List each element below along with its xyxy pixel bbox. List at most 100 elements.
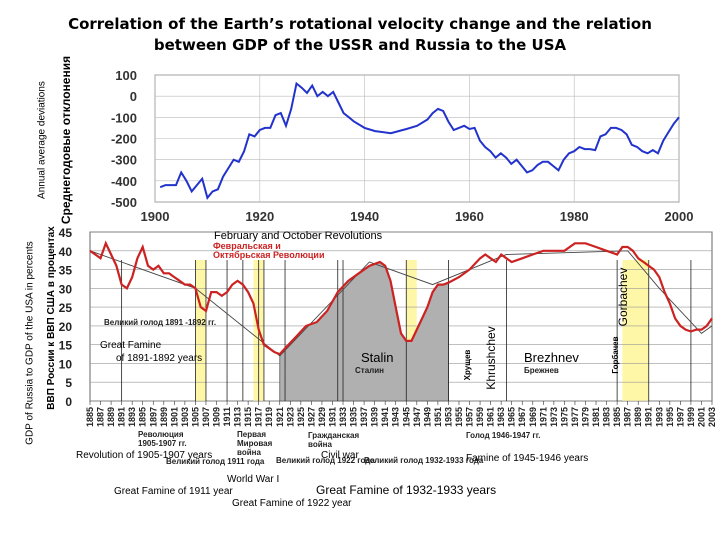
gdp-ytick-label: 10 — [59, 357, 73, 371]
chart-title: Correlation of the Earth’s rotational ve… — [0, 14, 720, 56]
gdp-xtick-label: 1911 — [222, 407, 232, 427]
gdp-xtick-label: 1897 — [148, 407, 158, 427]
rotation-xtick-label: 1960 — [455, 209, 484, 224]
annotation-ww1: World War I — [227, 474, 280, 485]
gdp-xtick-label: 1985 — [612, 407, 622, 427]
gdp-xtick-label: 1901 — [169, 407, 179, 427]
gdp-ytick-label: 5 — [65, 376, 72, 390]
gdp-series-line — [89, 240, 713, 356]
rotation-xtick-label: 2000 — [665, 209, 694, 224]
gdp-xtick-label: 1983 — [602, 407, 612, 427]
annotation-feb-oct: February and October Revolutions — [214, 230, 383, 242]
gdp-xtick-label: 1947 — [412, 407, 422, 427]
annotation-famine-1911: Great Famine of 1911 year — [114, 486, 233, 497]
gdp-ytick-label: 25 — [59, 301, 73, 315]
annotation-famine-1946: Famine of 1945-1946 years — [466, 453, 589, 464]
gdp-xtick-label: 1899 — [159, 407, 169, 427]
gdp-xtick-label: 1979 — [580, 407, 590, 427]
annotation-famine-1891-b: of 1891-1892 years — [116, 353, 203, 364]
rotation-xtick-label: 1980 — [560, 209, 589, 224]
gdp-xtick-label: 1935 — [349, 407, 359, 427]
gdp-xtick-label: 1923 — [285, 407, 295, 427]
gdp-xtick-label: 1889 — [106, 407, 116, 427]
gdp-xtick-label: 1919 — [264, 407, 274, 427]
gdp-xtick-label: 1957 — [465, 407, 475, 427]
rotation-ytick-label: -400 — [111, 174, 137, 189]
gdp-xtick-label: 1891 — [117, 407, 127, 427]
gdp-xtick-label: 1971 — [538, 407, 548, 427]
annotation-gorbachev-ru: Горбачев — [611, 336, 620, 373]
annotation-rev-1905-ru2: 1905-1907 гг. — [138, 439, 187, 448]
annotation-famine-1932: Great Famine of 1932-1933 years — [316, 483, 497, 497]
gdp-xtick-label: 1977 — [570, 407, 580, 427]
gdp-xtick-label: 1921 — [275, 407, 285, 427]
gdp-xtick-label: 1937 — [359, 407, 369, 427]
gdp-ylabel-ru: ВВП России к ВВП США в процентах — [46, 226, 57, 410]
gdp-xtick-label: 1969 — [528, 407, 538, 427]
annotation-famine-1922: Great Famine of 1922 year — [232, 498, 352, 509]
gdp-xtick-label: 1929 — [317, 407, 327, 427]
rotation-ytick-label: -200 — [111, 132, 137, 147]
annotation-civil-war: Civil war — [321, 450, 359, 461]
annotation-rev-1905-ru1: Революция — [138, 430, 184, 439]
rotation-xtick-label: 1940 — [350, 209, 379, 224]
annotation-brezhnev-ru: Брежнев — [524, 366, 559, 375]
rotation-ytick-label: -500 — [111, 195, 137, 210]
gdp-ytick-label: 15 — [59, 339, 73, 353]
annotation-feb-oct-ru1: Февральская и — [213, 241, 281, 251]
annotation-ww1-ru1: Первая — [237, 430, 266, 439]
gdp-xtick-label: 1981 — [591, 407, 601, 427]
gdp-xtick-label: 1973 — [549, 407, 559, 427]
gdp-xtick-label: 1963 — [496, 407, 506, 427]
annotation-revolution-1905: Revolution of 1905-1907 years — [76, 450, 213, 461]
annotation-famine-1891-ru: Великий голод 1891 -1892 гг. — [104, 318, 216, 327]
gdp-ytick-label: 40 — [59, 245, 73, 259]
title-line-1: Correlation of the Earth’s rotational ve… — [68, 15, 652, 33]
annotation-civil-ru2: война — [308, 440, 332, 449]
gdp-xtick-label: 1893 — [127, 407, 137, 427]
rotation-ytick-label: 0 — [130, 89, 137, 104]
annotation-famine-1891: Great Famine — [100, 340, 162, 351]
annotation-stalin: Stalin — [361, 350, 394, 365]
gdp-xtick-label: 1999 — [686, 407, 696, 427]
gdp-xtick-label: 1887 — [96, 407, 106, 427]
gdp-xtick-label: 1909 — [212, 407, 222, 427]
gdp-xtick-label: 1903 — [180, 407, 190, 427]
rotation-ytick-label: 100 — [115, 68, 137, 83]
gdp-xtick-label: 1995 — [665, 407, 675, 427]
annotation-feb-oct-ru2: Октябрьская Революции — [213, 250, 325, 260]
annotation-famine-1946-ru: Голод 1946-1947 гг. — [466, 431, 540, 440]
gdp-xtick-label: 1931 — [327, 407, 337, 427]
gdp-xtick-label: 1961 — [486, 407, 496, 427]
gdp-xtick-label: 1955 — [454, 407, 464, 427]
gdp-ytick-label: 45 — [59, 226, 73, 240]
gdp-xtick-label: 1991 — [644, 407, 654, 427]
gdp-xtick-label: 1939 — [370, 407, 380, 427]
gdp-ytick-label: 35 — [59, 264, 73, 278]
gdp-xtick-label: 1951 — [433, 407, 443, 427]
gdp-xtick-label: 1925 — [296, 407, 306, 427]
gdp-ytick-label: 30 — [59, 282, 73, 296]
annotation-famine-1911-ru: Великий голод 1911 года — [166, 457, 265, 466]
annotation-famine-1932-ru: Великий голод 1932-1933 года — [364, 456, 484, 465]
gdp-xtick-label: 1933 — [338, 407, 348, 427]
gdp-ytick-label: 20 — [59, 320, 73, 334]
gdp-ytick-label: 0 — [65, 395, 72, 409]
annotation-famine-1922-ru: Великий голод 1922 года — [276, 456, 375, 465]
gdp-highlight-band — [406, 260, 417, 401]
gdp-xtick-label: 1959 — [475, 407, 485, 427]
annotation-khrushchev-ru: Хрущев — [463, 350, 472, 381]
rotation-series-line — [159, 81, 680, 200]
gdp-xtick-label: 1975 — [559, 407, 569, 427]
gdp-xtick-label: 1895 — [138, 407, 148, 427]
gdp-highlight-band — [195, 260, 206, 401]
gdp-xtick-label: 1953 — [443, 407, 453, 427]
gdp-xtick-label: 1993 — [654, 407, 664, 427]
gdp-highlight-band — [622, 260, 649, 401]
gdp-xtick-label: 1967 — [517, 407, 527, 427]
gdp-xtick-label: 1927 — [306, 407, 316, 427]
rotation-xtick-label: 1920 — [245, 209, 274, 224]
gdp-xtick-label: 1965 — [507, 407, 517, 427]
gdp-xtick-label: 1997 — [675, 407, 685, 427]
